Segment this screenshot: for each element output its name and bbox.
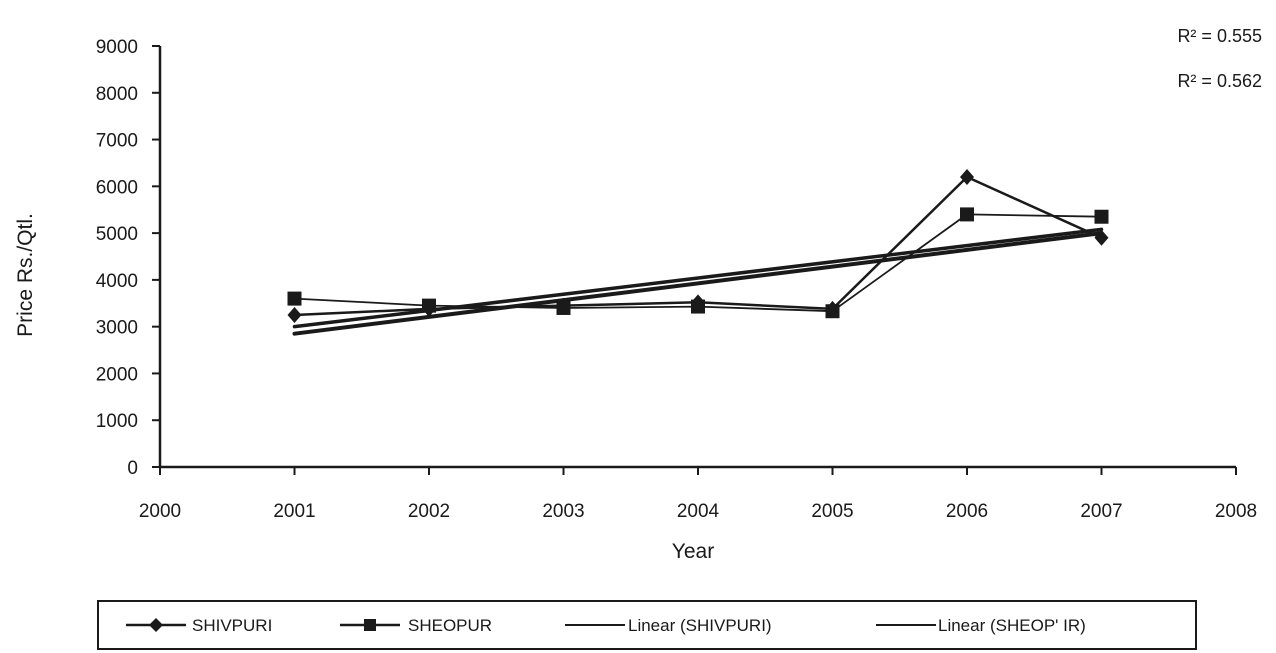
y-tick-label: 6000 (96, 177, 138, 198)
y-tick-label: 9000 (96, 37, 138, 58)
x-tick-label: 2007 (1080, 501, 1122, 522)
y-axis-title: Price Rs./Qtl. (14, 213, 37, 337)
data-point-sheopur (1094, 209, 1109, 224)
y-tick-label: 0 (127, 458, 138, 479)
y-tick-label: 8000 (96, 84, 138, 105)
data-point-sheopur (825, 304, 840, 319)
y-axis: 0 1000 2000 3000 4000 5000 6000 7000 8000 9000 (96, 37, 162, 479)
legend-label-sheopur: SHEOPUR (408, 616, 492, 635)
legend-label-linear-sheopur: Linear (SHEOP' IR) (938, 616, 1086, 635)
legend-marker-sheopur (364, 619, 376, 631)
data-point-shivpuri (287, 306, 302, 323)
y-tick-label: 1000 (96, 411, 138, 432)
trendlines (292, 227, 1104, 336)
x-tick-label: 2005 (811, 501, 853, 522)
legend: SHIVPURI SHEOPUR Linear (SHIVPURI) Linea… (97, 600, 1197, 650)
r2-label-shivpuri: R² = 0.555 (1177, 26, 1262, 46)
y-tick-label: 4000 (96, 271, 138, 292)
data-point-sheopur (422, 298, 436, 313)
r2-label-sheopur: R² = 0.562 (1177, 71, 1262, 91)
x-tick-label: 2002 (408, 501, 450, 522)
data-point-sheopur (691, 299, 705, 314)
y-tick-label: 3000 (96, 318, 138, 339)
data-point-sheopur (556, 300, 571, 315)
x-tick-label: 2000 (139, 501, 181, 522)
series-markers (287, 168, 1109, 323)
trendline-shivpuri (292, 231, 1104, 336)
x-tick-label: 2003 (542, 501, 584, 522)
y-tick-label: 2000 (96, 364, 138, 385)
y-tick-label: 5000 (96, 224, 138, 245)
series-line-shivpuri (294, 175, 1103, 317)
legend-label-linear-shivpuri: Linear (SHIVPURI) (628, 616, 772, 635)
data-point-shivpuri (960, 168, 974, 185)
data-point-sheopur (960, 207, 974, 222)
x-axis-title: Year (672, 540, 714, 563)
legend-marker-shivpuri (149, 618, 163, 632)
x-tick-label: 2006 (946, 501, 988, 522)
data-point-sheopur (287, 291, 302, 306)
legend-box (97, 600, 1197, 650)
x-tick-label: 2001 (273, 501, 315, 522)
y-tick-label: 7000 (96, 131, 138, 152)
x-axis: 2000 2001 2002 2003 2004 2005 2006 2007 2008 (139, 465, 1257, 522)
legend-label-shivpuri: SHIVPURI (192, 616, 272, 635)
series-lines (294, 175, 1103, 317)
x-tick-label: 2008 (1215, 501, 1257, 522)
data-point-shivpuri (1094, 229, 1109, 246)
x-tick-label: 2004 (677, 501, 720, 522)
